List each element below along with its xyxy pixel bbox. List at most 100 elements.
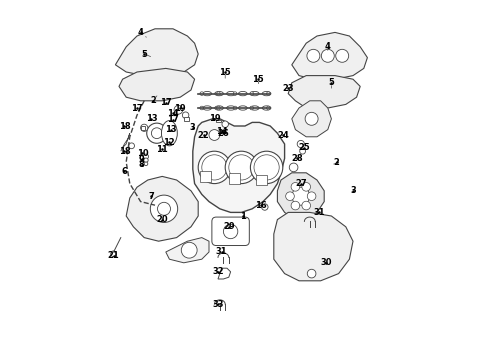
Ellipse shape — [203, 106, 212, 110]
Polygon shape — [119, 68, 195, 101]
Polygon shape — [292, 101, 331, 137]
Circle shape — [222, 121, 228, 127]
Text: 17: 17 — [167, 115, 179, 125]
Circle shape — [250, 151, 283, 184]
Polygon shape — [292, 32, 368, 79]
Circle shape — [307, 192, 316, 201]
Text: 16: 16 — [255, 201, 267, 210]
Text: 19: 19 — [209, 114, 220, 123]
Polygon shape — [274, 212, 353, 281]
Text: 3: 3 — [350, 186, 356, 195]
Text: 14: 14 — [216, 127, 227, 136]
Circle shape — [307, 269, 316, 278]
Polygon shape — [126, 176, 198, 241]
Circle shape — [144, 158, 148, 162]
Circle shape — [250, 92, 253, 95]
Ellipse shape — [250, 91, 259, 96]
Circle shape — [217, 92, 220, 95]
Polygon shape — [218, 268, 231, 279]
Polygon shape — [193, 119, 285, 212]
Text: 1: 1 — [240, 212, 246, 220]
Text: 2: 2 — [334, 158, 340, 166]
Text: 21: 21 — [108, 251, 120, 260]
Circle shape — [254, 155, 279, 180]
Circle shape — [302, 201, 311, 210]
Ellipse shape — [250, 106, 259, 110]
Text: 23: 23 — [282, 84, 294, 93]
Circle shape — [144, 162, 148, 166]
Text: 28: 28 — [292, 154, 303, 163]
Text: 14: 14 — [167, 109, 179, 118]
Circle shape — [292, 187, 310, 205]
Text: 22: 22 — [198, 131, 210, 140]
Text: 27: 27 — [295, 179, 307, 188]
FancyBboxPatch shape — [212, 217, 249, 246]
Circle shape — [233, 92, 237, 95]
Text: 33: 33 — [212, 300, 224, 309]
Text: 25: 25 — [298, 143, 310, 152]
Circle shape — [223, 224, 238, 239]
Circle shape — [267, 92, 270, 95]
Text: 31: 31 — [216, 248, 227, 256]
Circle shape — [174, 105, 183, 114]
Circle shape — [250, 106, 253, 110]
Circle shape — [217, 106, 220, 110]
Circle shape — [233, 106, 237, 110]
Circle shape — [302, 183, 311, 191]
Polygon shape — [277, 173, 324, 220]
Text: 29: 29 — [223, 222, 235, 231]
Ellipse shape — [203, 91, 212, 96]
Text: 7: 7 — [148, 192, 154, 201]
Bar — [200, 171, 211, 182]
Circle shape — [144, 154, 148, 159]
Text: 13: 13 — [146, 114, 157, 123]
Circle shape — [267, 106, 270, 110]
Circle shape — [336, 49, 349, 62]
Ellipse shape — [162, 121, 177, 146]
Text: 20: 20 — [156, 215, 168, 224]
Polygon shape — [121, 133, 130, 151]
Circle shape — [289, 163, 298, 172]
Text: 4: 4 — [325, 42, 331, 51]
Text: 26: 26 — [218, 129, 229, 138]
Bar — [256, 175, 267, 185]
Circle shape — [286, 192, 294, 201]
Circle shape — [209, 130, 220, 140]
Bar — [216, 120, 220, 122]
Text: 24: 24 — [277, 131, 289, 140]
Circle shape — [181, 242, 197, 258]
Circle shape — [202, 155, 227, 180]
Polygon shape — [116, 29, 198, 76]
Text: 18: 18 — [119, 147, 130, 156]
Circle shape — [111, 251, 117, 257]
Circle shape — [291, 201, 300, 210]
Circle shape — [151, 128, 162, 139]
Ellipse shape — [262, 106, 271, 110]
Ellipse shape — [227, 91, 235, 96]
Circle shape — [225, 151, 258, 184]
Circle shape — [307, 49, 320, 62]
Text: 19: 19 — [174, 104, 186, 113]
Text: 13: 13 — [166, 125, 177, 134]
Circle shape — [200, 92, 204, 95]
Ellipse shape — [262, 91, 271, 96]
Circle shape — [150, 195, 178, 222]
Text: 17: 17 — [131, 104, 143, 113]
Text: 5: 5 — [328, 78, 334, 87]
Circle shape — [262, 204, 268, 210]
Bar — [229, 173, 240, 184]
Ellipse shape — [239, 91, 247, 96]
Text: 3: 3 — [190, 123, 196, 132]
Text: 11: 11 — [156, 145, 168, 154]
Circle shape — [200, 106, 204, 110]
Ellipse shape — [227, 106, 235, 110]
Ellipse shape — [215, 106, 223, 110]
Circle shape — [182, 112, 189, 118]
Circle shape — [229, 155, 254, 180]
Circle shape — [300, 148, 305, 154]
Circle shape — [141, 124, 148, 131]
Text: 12: 12 — [164, 138, 175, 147]
Text: 6: 6 — [122, 166, 127, 176]
Text: 8: 8 — [139, 161, 145, 170]
Text: 5: 5 — [141, 50, 147, 59]
